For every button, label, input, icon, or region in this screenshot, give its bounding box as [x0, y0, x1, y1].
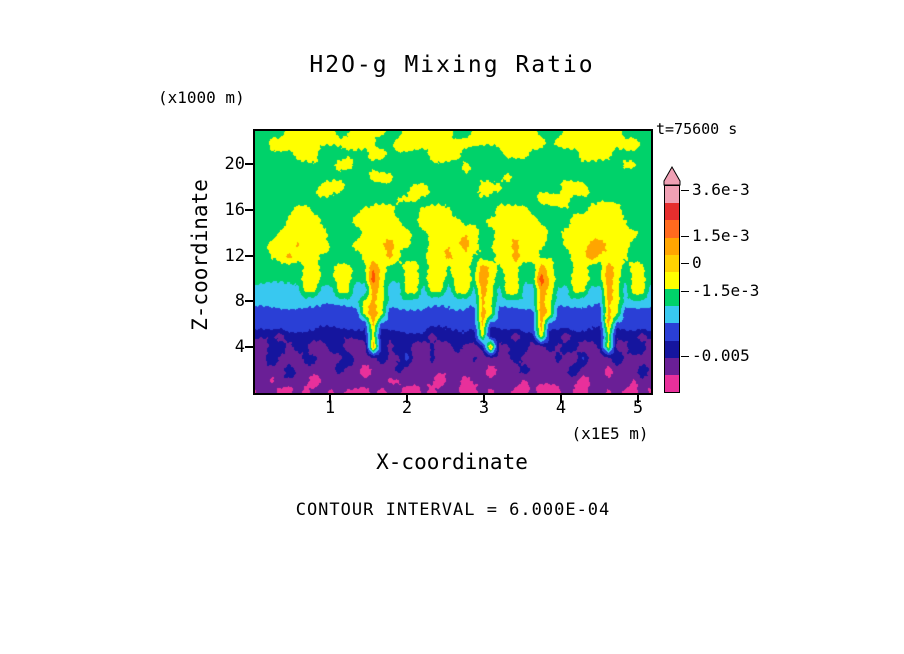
y-axis-tick: [245, 163, 253, 165]
plot-area: [253, 129, 653, 395]
x-axis-tick: [406, 395, 408, 403]
colorbar-label: -1.5e-3: [692, 281, 760, 300]
colorbar-tick: [681, 263, 689, 264]
y-tick-label-4: 4: [234, 337, 245, 357]
contour-field-canvas: [255, 131, 651, 393]
y-axis-tick: [245, 255, 253, 257]
y-axis-unit-label: (x1000 m): [158, 88, 245, 107]
x-axis-unit-label: (x1E5 m): [571, 424, 649, 443]
colorbar-tick: [681, 356, 689, 357]
time-annotation: t=75600 s: [656, 120, 738, 138]
colorbar-segment: [665, 306, 679, 324]
colorbar-arrow-icon: [663, 166, 681, 186]
colorbar-segment: [665, 237, 679, 255]
colorbar-segment: [665, 340, 679, 358]
y-tick-label-12: 12: [224, 246, 245, 266]
x-axis-tick: [637, 395, 639, 403]
colorbar-tick: [681, 190, 689, 191]
x-axis-tick: [483, 395, 485, 403]
x-axis-tick: [329, 395, 331, 403]
x-tick-label-1: 1: [324, 398, 336, 418]
colorbar-label: -0.005: [692, 346, 750, 365]
colorbar-label: 1.5e-3: [692, 226, 750, 245]
colorbar-segment: [665, 254, 679, 272]
y-axis-tick: [245, 346, 253, 348]
y-tick-label-16: 16: [224, 200, 245, 220]
x-tick-label-4: 4: [555, 398, 567, 418]
x-tick-label-3: 3: [478, 398, 490, 418]
y-tick-label-8: 8: [234, 291, 245, 311]
colorbar-segment: [665, 220, 679, 238]
colorbar-segment: [665, 271, 679, 290]
colorbar-segment: [665, 289, 679, 307]
x-tick-label-2: 2: [401, 398, 413, 418]
y-tick-label-20: 20: [224, 154, 245, 174]
colorbar-tick: [681, 291, 689, 292]
colorbar: [664, 185, 680, 393]
colorbar-segment: [665, 323, 679, 341]
y-axis-tick: [245, 300, 253, 302]
colorbar-label: 0: [692, 253, 702, 272]
colorbar-tick: [681, 236, 689, 237]
colorbar-segment: [665, 203, 679, 221]
x-axis-label: X-coordinate: [376, 450, 528, 474]
colorbar-segment: [665, 186, 679, 204]
colorbar-segment: [665, 374, 679, 393]
colorbar-segment: [665, 357, 679, 375]
colorbar-label: 3.6e-3: [692, 180, 750, 199]
contour-interval-caption: CONTOUR INTERVAL = 6.000E-04: [295, 500, 611, 520]
chart-title: H2O-g Mixing Ratio: [309, 52, 595, 78]
x-axis-tick: [560, 395, 562, 403]
x-tick-label-5: 5: [632, 398, 644, 418]
y-axis-tick: [245, 209, 253, 211]
